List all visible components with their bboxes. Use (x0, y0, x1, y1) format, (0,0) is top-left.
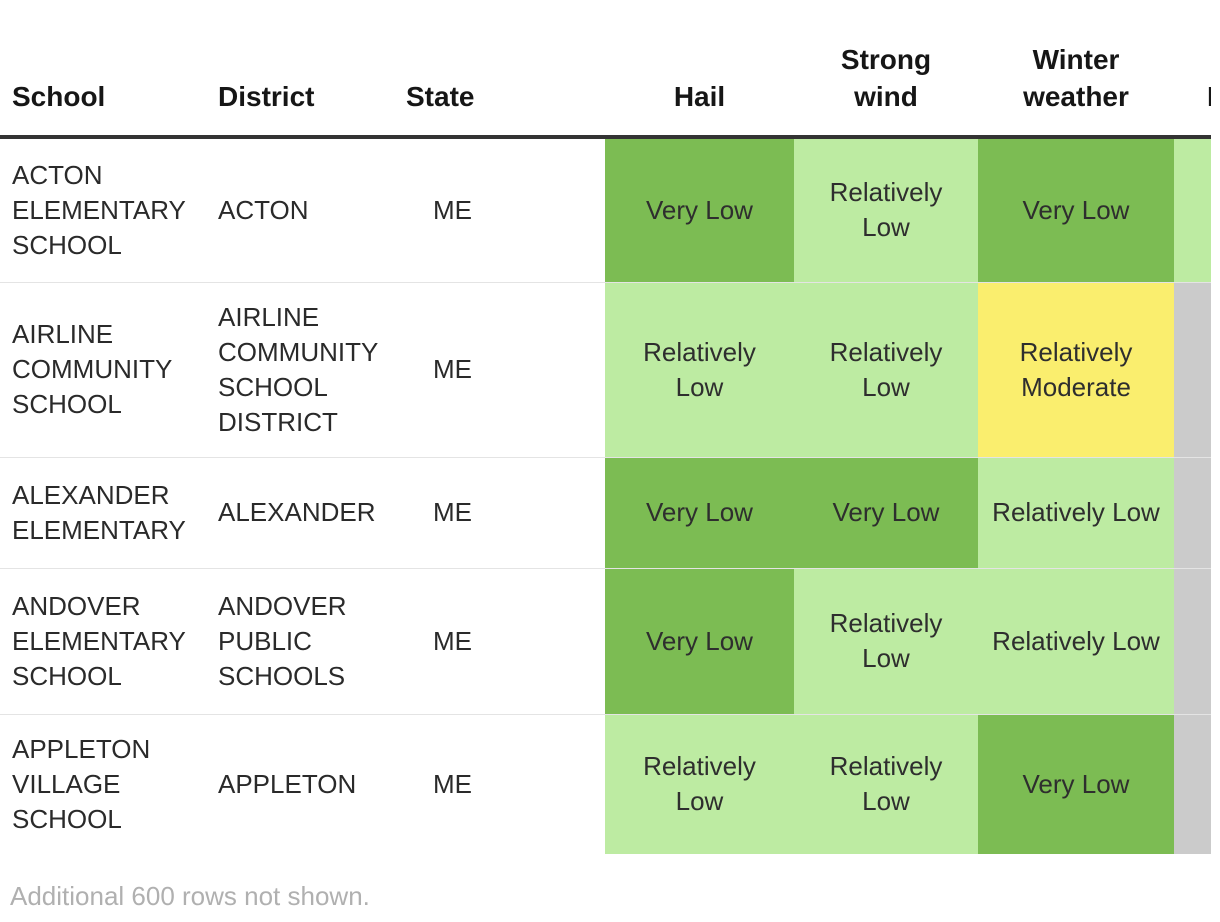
state-cell: ME (394, 567, 484, 714)
column-header-strong-wind: Strong wind (794, 0, 978, 139)
school-cell: ACTON ELEMENTARY SCHOOL (12, 159, 186, 260)
rows-not-shown-note: Additional 600 rows not shown. (10, 881, 370, 911)
spacer-cell (484, 567, 605, 714)
district-cell: ANDOVER PUBLIC SCHOOLS (206, 567, 394, 714)
column-header-school: School (0, 0, 206, 139)
table-row: ALEXANDER ELEMENTARY ALEXANDER ME Very L… (0, 456, 1211, 568)
winter-weather-rating-cell: Relatively Moderate (978, 281, 1174, 457)
district-cell: AIRLINE COMMUNITY SCHOOL DISTRICT (206, 281, 394, 457)
strong-wind-rating-cell: Relatively Low (794, 713, 978, 854)
state-cell: ME (433, 194, 472, 225)
column-header-winter-weather: Winter weather (978, 0, 1174, 139)
hail-rating-cell: Very Low (605, 456, 794, 568)
table-body: ACTON ELEMENTARY SCHOOL ACTON ME Very Lo… (0, 137, 1211, 854)
column-header-hail: Hail (605, 0, 794, 139)
hail-rating-cell: Very Low (605, 137, 794, 282)
strong-wind-rating-cell: Relatively Low (794, 281, 978, 457)
hail-rating-cell: Relatively Low (605, 281, 794, 457)
table-row: APPLETON VILLAGE SCHOOL APPLETON ME Rela… (0, 713, 1211, 854)
hail-rating-cell: Relatively Low (605, 713, 794, 854)
spacer-cell (484, 137, 605, 282)
district-cell: ALEXANDER (206, 456, 394, 568)
column-header-spacer (484, 0, 605, 139)
table-row: ACTON ELEMENTARY SCHOOL ACTON ME Very Lo… (0, 137, 1211, 282)
table-row: AIRLINE COMMUNITY SCHOOL AIRLINE COMMUNI… (0, 281, 1211, 457)
column-header-clipped-fragment: I (1174, 0, 1211, 139)
winter-weather-rating-cell: Very Low (978, 713, 1174, 854)
spacer-cell (484, 456, 605, 568)
state-cell: ME (394, 456, 484, 568)
clipped-rating-cell (1174, 137, 1211, 282)
district-cell: ACTON (218, 194, 309, 225)
strong-wind-rating-cell: Very Low (794, 456, 978, 568)
spacer-cell (484, 281, 605, 457)
school-cell: AIRLINE COMMUNITY SCHOOL (0, 281, 206, 457)
winter-weather-rating-cell: Very Low (978, 137, 1174, 282)
district-cell: APPLETON (206, 713, 394, 854)
clipped-rating-cell (1174, 456, 1211, 568)
state-cell: ME (394, 713, 484, 854)
clipped-rating-cell (1174, 567, 1211, 714)
clipped-rating-cell (1174, 713, 1211, 854)
table-scroll-area[interactable]: School District State Hail Strong wind W… (0, 0, 1211, 854)
state-cell: ME (394, 281, 484, 457)
strong-wind-rating-cell: Relatively Low (794, 567, 978, 714)
table-row: ANDOVER ELEMENTARY SCHOOL ANDOVER PUBLIC… (0, 567, 1211, 714)
school-cell: APPLETON VILLAGE SCHOOL (0, 713, 206, 854)
clipped-rating-cell (1174, 281, 1211, 457)
school-cell: ANDOVER ELEMENTARY SCHOOL (0, 567, 206, 714)
column-header-district: District (206, 0, 394, 139)
strong-wind-rating-cell: Relatively Low (794, 137, 978, 282)
school-cell: ALEXANDER ELEMENTARY (0, 456, 206, 568)
winter-weather-rating-cell: Relatively Low (978, 567, 1174, 714)
column-header-state: State (394, 0, 484, 139)
hail-rating-cell: Very Low (605, 567, 794, 714)
spacer-cell (484, 713, 605, 854)
winter-weather-rating-cell: Relatively Low (978, 456, 1174, 568)
table-header: School District State Hail Strong wind W… (0, 0, 1211, 139)
school-risk-table: School District State Hail Strong wind W… (0, 0, 1211, 854)
